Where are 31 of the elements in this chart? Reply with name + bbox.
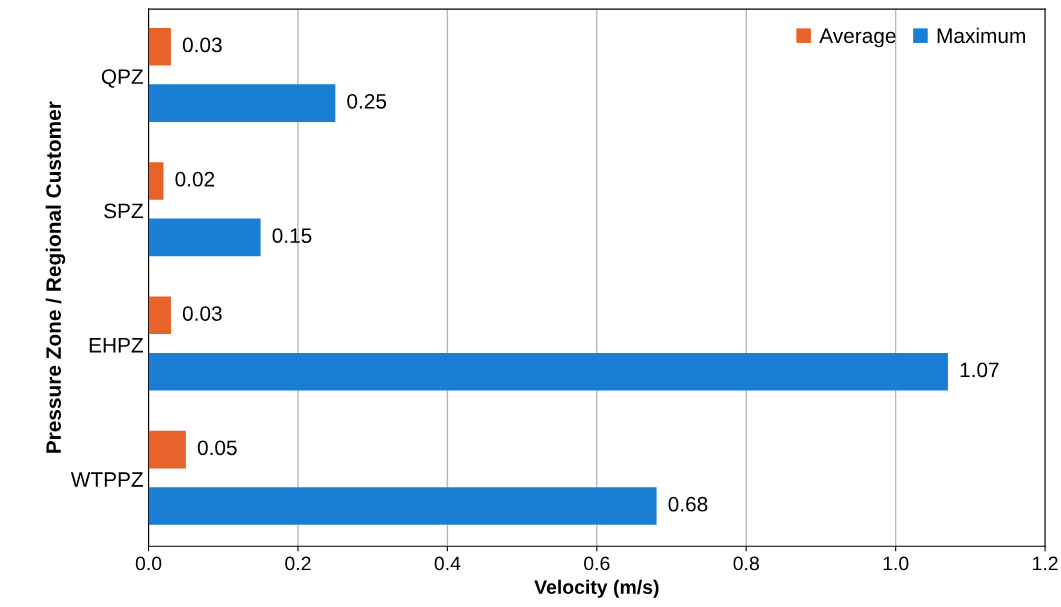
bar	[148, 352, 948, 391]
x-tick-label: 0.0	[135, 556, 162, 571]
bar	[148, 430, 186, 469]
x-tick-label: 1.0	[883, 556, 909, 571]
legend-label: Maximum	[937, 27, 1025, 44]
y-axis-title: Pressure Zone / Regional Customer	[45, 101, 66, 453]
bar	[148, 27, 171, 66]
x-tick-label: 0.6	[584, 556, 610, 571]
legend-label: Average	[819, 28, 896, 48]
data-label: 0.03	[182, 37, 222, 53]
bar	[148, 218, 261, 257]
data-label: 0.25	[347, 93, 387, 109]
bar	[148, 162, 164, 200]
x-tick-label: 1.2	[1033, 556, 1058, 571]
y-tick-label: EHPZ	[89, 338, 144, 353]
data-label: 0.03	[182, 306, 222, 321]
bar	[148, 84, 336, 122]
data-label: 0.05	[197, 440, 237, 456]
x-tick-label: 0.2	[285, 556, 311, 571]
x-axis-title: Velocity (m/s)	[534, 579, 659, 598]
data-label: 0.15	[272, 228, 312, 244]
y-tick-label: WTPPZ	[70, 472, 144, 487]
y-tick-label: SPZ	[104, 203, 144, 219]
x-tick-label: 0.4	[434, 556, 461, 571]
x-tick-label: 0.8	[733, 556, 759, 571]
bar	[148, 296, 171, 335]
data-label: 0.68	[668, 496, 708, 512]
data-label: 1.07	[960, 362, 999, 378]
data-label: 0.02	[175, 171, 215, 187]
y-tick-label: QPZ	[101, 69, 144, 88]
bar	[148, 487, 657, 525]
